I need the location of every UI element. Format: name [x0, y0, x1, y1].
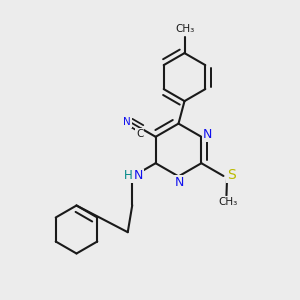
Text: S: S — [227, 168, 236, 182]
Text: H: H — [124, 169, 132, 182]
Text: N: N — [134, 169, 143, 182]
Text: N: N — [203, 128, 212, 141]
Text: C: C — [136, 129, 143, 139]
Text: CH₃: CH₃ — [218, 197, 238, 207]
Text: N: N — [175, 176, 184, 189]
Text: N: N — [123, 117, 131, 127]
Text: CH₃: CH₃ — [175, 24, 194, 34]
